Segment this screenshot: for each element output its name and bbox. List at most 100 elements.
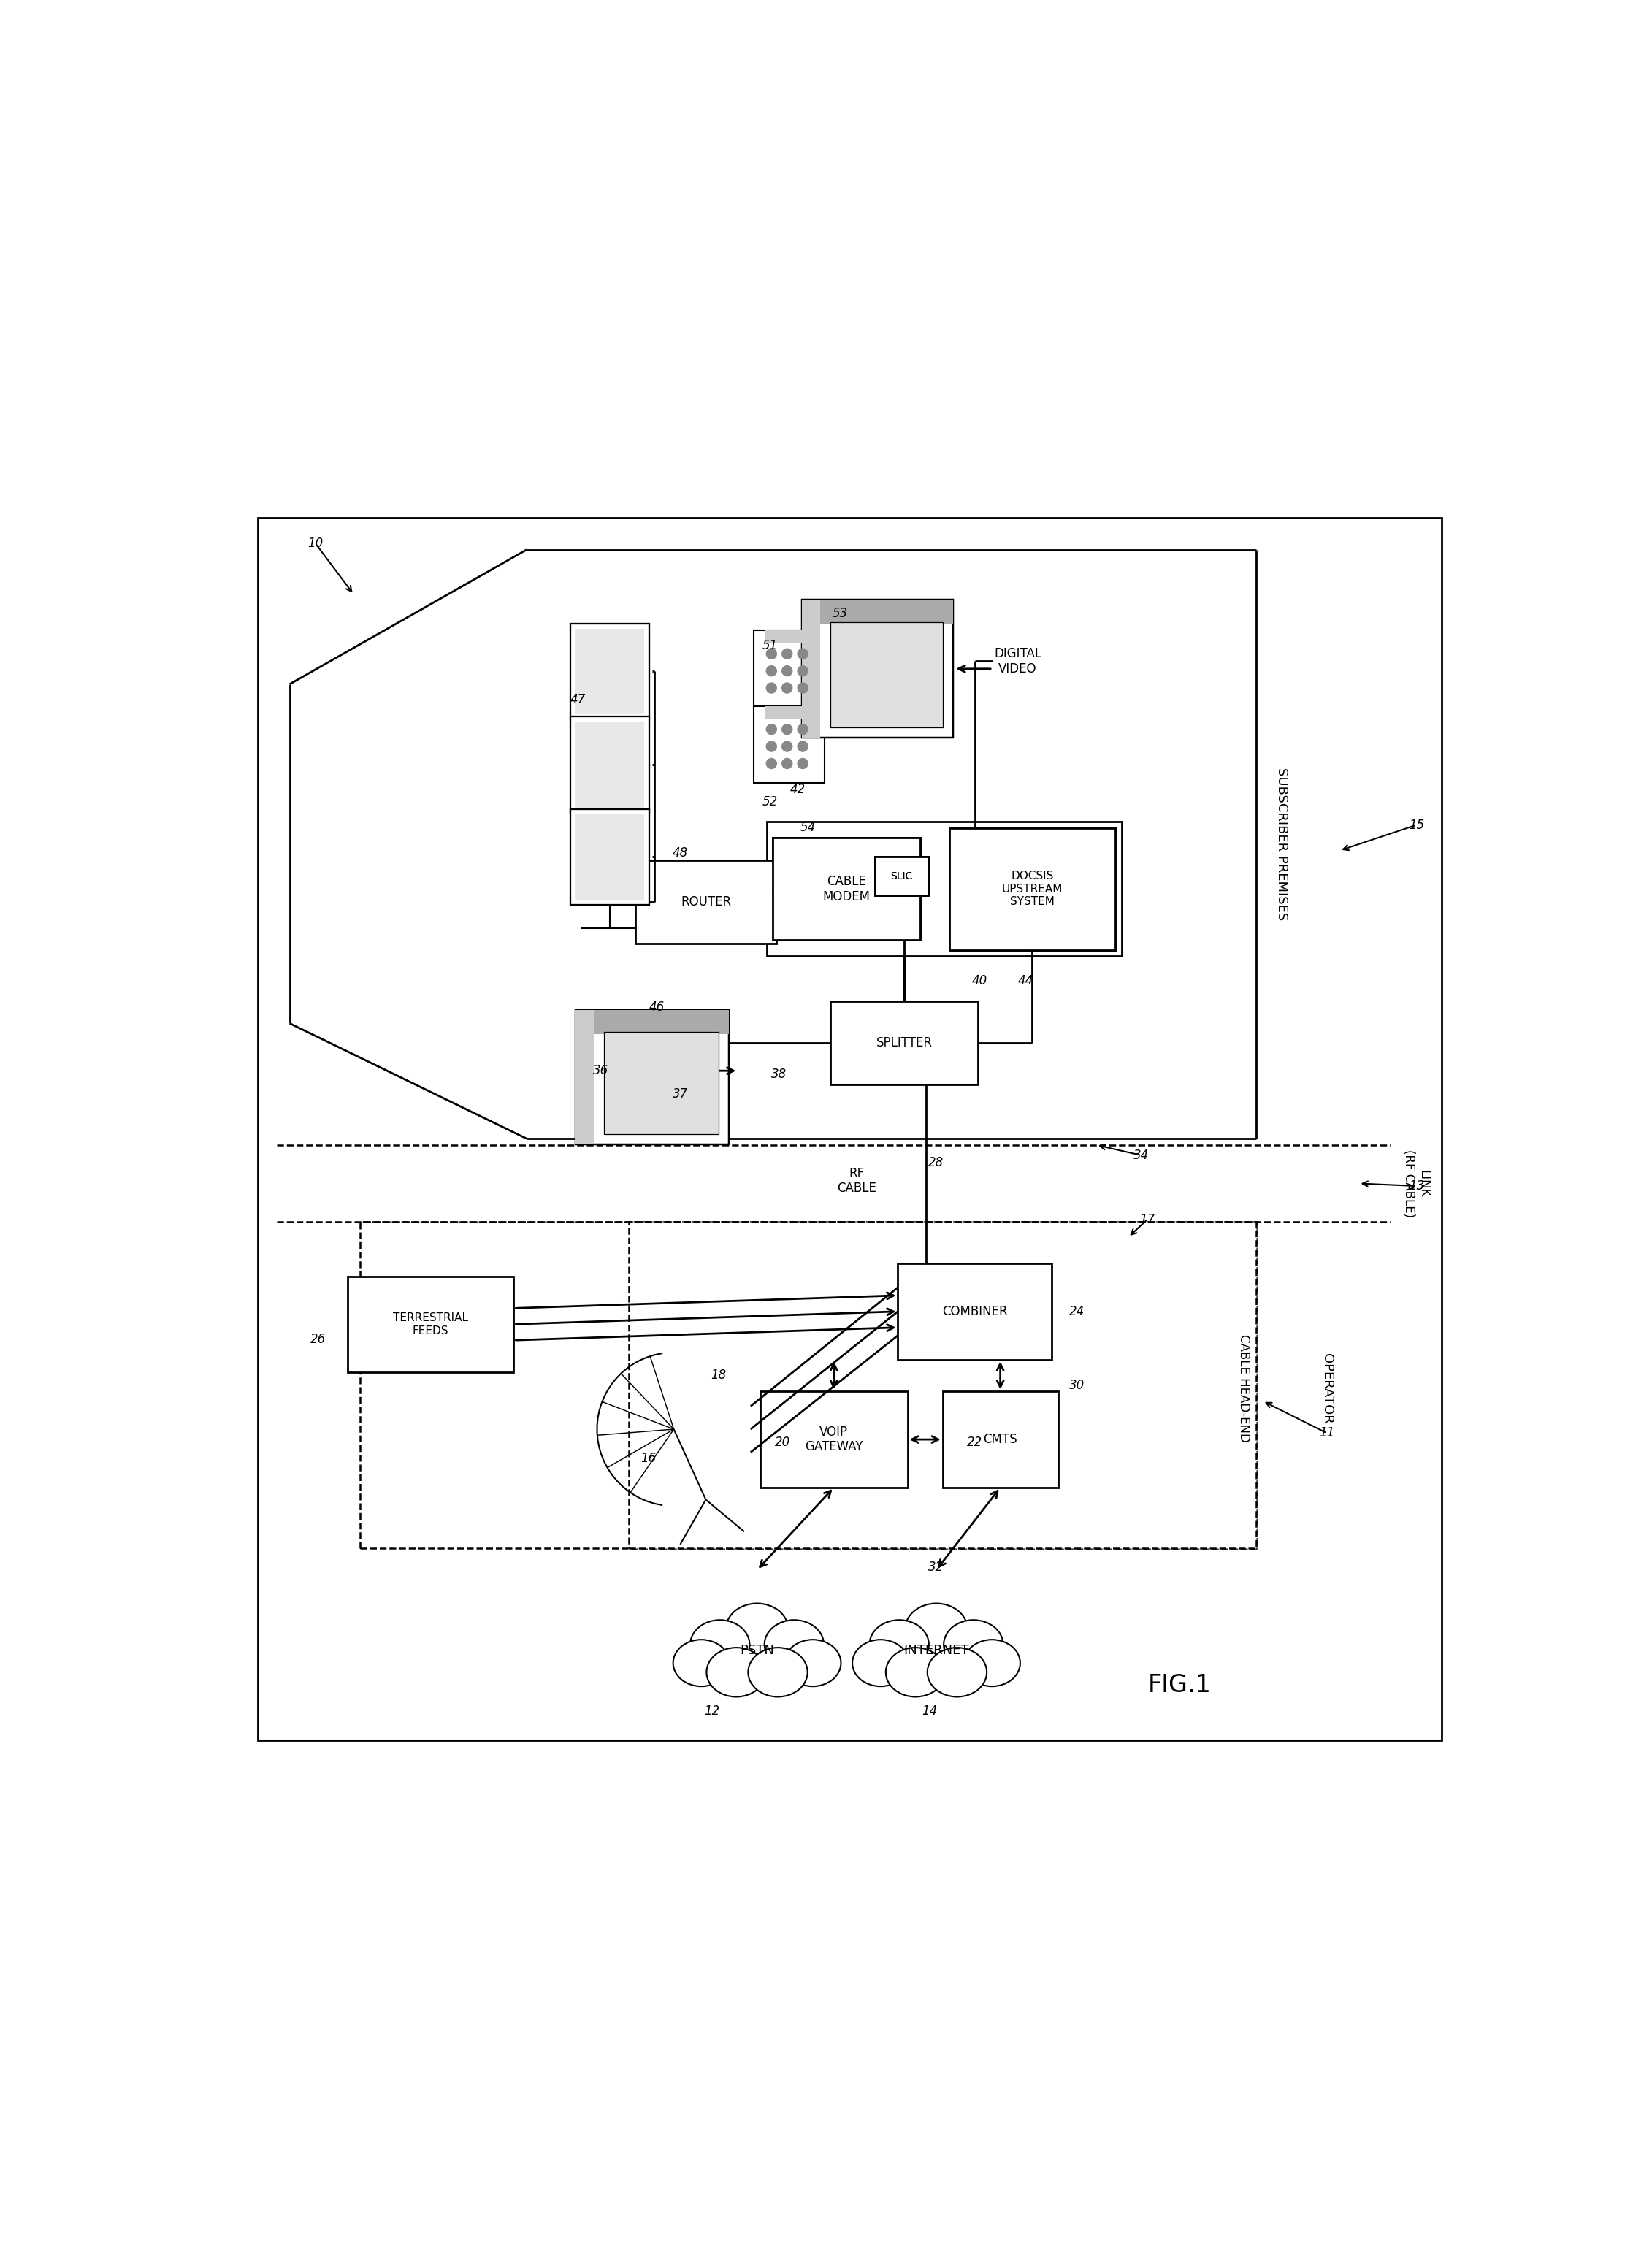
Bar	[876, 856, 928, 895]
Text: 38: 38	[771, 1067, 786, 1081]
Text: 48: 48	[672, 847, 687, 859]
Text: 17: 17	[1140, 1213, 1155, 1226]
Circle shape	[767, 758, 776, 769]
Text: PSTN: PSTN	[740, 1643, 775, 1657]
Text: ROUTER: ROUTER	[681, 895, 732, 908]
Text: 40: 40	[971, 975, 988, 989]
Bar	[636, 861, 776, 944]
Bar	[629, 1222, 1256, 1549]
Text: INTERNET: INTERNET	[904, 1643, 970, 1657]
Text: LINK
(RF CABLE): LINK (RF CABLE)	[1403, 1150, 1431, 1217]
Ellipse shape	[852, 1639, 909, 1686]
Text: 15: 15	[1409, 818, 1424, 832]
Circle shape	[767, 724, 776, 735]
Bar	[950, 827, 1115, 951]
Bar	[360, 1222, 1256, 1549]
Bar	[773, 839, 920, 939]
Ellipse shape	[748, 1648, 808, 1697]
Text: CABLE
MODEM: CABLE MODEM	[823, 874, 871, 904]
Text: 52: 52	[762, 796, 778, 809]
Bar	[570, 623, 649, 720]
Bar	[767, 823, 1122, 955]
Ellipse shape	[885, 1648, 945, 1697]
Bar	[765, 630, 808, 643]
Bar	[950, 827, 1115, 951]
Circle shape	[767, 742, 776, 751]
Text: DOCSIS
UPSTREAM
SYSTEM: DOCSIS UPSTREAM SYSTEM	[1001, 870, 1062, 908]
Circle shape	[781, 684, 793, 693]
Bar	[575, 1009, 593, 1143]
Text: 24: 24	[1069, 1305, 1085, 1318]
Circle shape	[767, 648, 776, 659]
Bar	[943, 1392, 1057, 1486]
Bar	[575, 1009, 729, 1034]
Bar	[831, 1000, 978, 1085]
Text: DOCSIS
UPSTREAM
SYSTEM: DOCSIS UPSTREAM SYSTEM	[1001, 870, 1062, 908]
Ellipse shape	[905, 1603, 968, 1655]
Text: CABLE
MODEM: CABLE MODEM	[823, 874, 871, 904]
Text: 10: 10	[307, 536, 324, 549]
Text: OPERATOR: OPERATOR	[1320, 1352, 1333, 1424]
Ellipse shape	[725, 1603, 788, 1655]
Text: 13: 13	[1409, 1179, 1424, 1193]
Text: 46: 46	[649, 1000, 664, 1013]
Bar	[876, 856, 928, 895]
Text: 54: 54	[801, 821, 816, 834]
Ellipse shape	[927, 1648, 986, 1697]
Bar	[753, 630, 824, 706]
Bar	[899, 1264, 1051, 1359]
Text: SPLITTER: SPLITTER	[876, 1036, 932, 1049]
Circle shape	[798, 758, 808, 769]
Bar	[753, 706, 824, 782]
Text: 18: 18	[710, 1370, 727, 1381]
Text: 14: 14	[922, 1704, 938, 1717]
Bar	[575, 628, 644, 715]
Text: 42: 42	[790, 782, 806, 796]
Text: 12: 12	[704, 1704, 720, 1717]
Ellipse shape	[869, 1621, 928, 1668]
Ellipse shape	[691, 1621, 750, 1668]
Ellipse shape	[765, 1621, 824, 1668]
Text: 34: 34	[1133, 1148, 1148, 1161]
Text: TERRESTRIAL
FEEDS: TERRESTRIAL FEEDS	[393, 1312, 468, 1336]
Circle shape	[767, 684, 776, 693]
Bar	[575, 1009, 729, 1143]
Text: 20: 20	[775, 1435, 790, 1448]
Text: SLIC: SLIC	[890, 872, 914, 881]
Bar	[801, 599, 819, 738]
Text: 53: 53	[833, 608, 847, 621]
Text: SLIC: SLIC	[890, 872, 914, 881]
Circle shape	[781, 742, 793, 751]
Text: RF
CABLE: RF CABLE	[838, 1166, 877, 1195]
Bar	[570, 809, 649, 906]
Circle shape	[798, 742, 808, 751]
Bar	[765, 706, 808, 720]
Bar	[605, 1031, 719, 1134]
Bar	[760, 1392, 907, 1486]
Text: FIG.1: FIG.1	[1148, 1673, 1211, 1697]
Circle shape	[781, 666, 793, 677]
Text: 26: 26	[311, 1334, 325, 1345]
Bar	[570, 717, 649, 814]
Text: DIGITAL
VIDEO: DIGITAL VIDEO	[995, 648, 1041, 675]
Circle shape	[798, 666, 808, 677]
Text: 30: 30	[1069, 1379, 1085, 1392]
Text: VOIP
GATEWAY: VOIP GATEWAY	[805, 1426, 862, 1453]
Ellipse shape	[785, 1639, 841, 1686]
Circle shape	[798, 724, 808, 735]
Circle shape	[781, 648, 793, 659]
Text: 37: 37	[672, 1087, 687, 1101]
Circle shape	[767, 666, 776, 677]
Text: 44: 44	[1018, 975, 1034, 989]
Ellipse shape	[707, 1648, 767, 1697]
Bar	[801, 599, 953, 626]
Circle shape	[781, 724, 793, 735]
Text: 11: 11	[1318, 1426, 1335, 1439]
Text: CMTS: CMTS	[983, 1433, 1018, 1446]
Text: 51: 51	[762, 639, 778, 652]
Circle shape	[781, 758, 793, 769]
Bar	[801, 599, 953, 738]
Bar	[575, 722, 644, 807]
Text: SUBSCRIBER PREMISES: SUBSCRIBER PREMISES	[1275, 767, 1289, 921]
Text: 28: 28	[928, 1157, 943, 1170]
